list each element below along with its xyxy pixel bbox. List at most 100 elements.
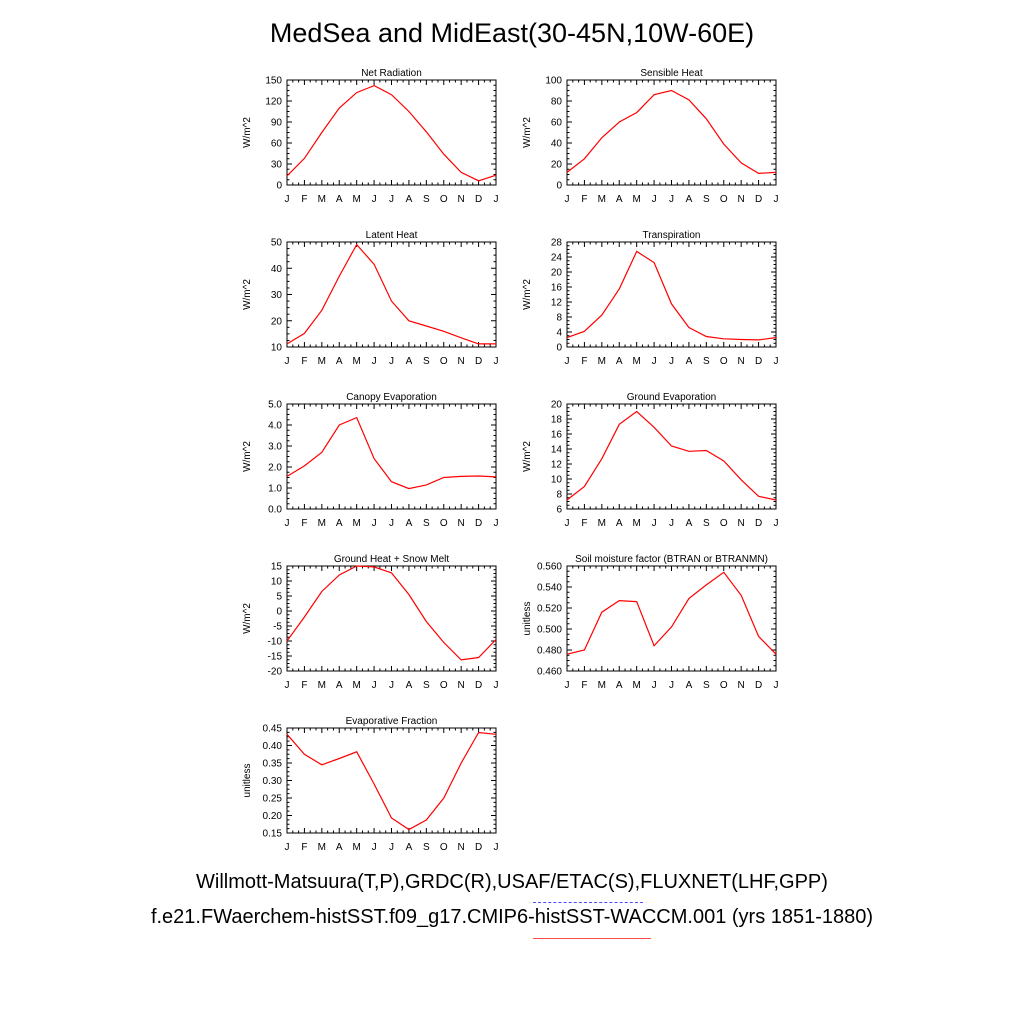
x-tick-label: J [565,518,570,529]
y-tick-label: 20 [271,316,283,327]
x-tick-label: M [632,518,640,529]
x-tick-label: S [423,680,430,691]
x-tick-label: N [458,356,465,367]
x-tick-label: M [632,680,640,691]
x-tick-label: J [494,518,499,529]
y-tick-label: 20 [551,268,563,279]
x-tick-label: D [475,842,482,853]
x-tick-label: O [440,356,448,367]
panel-8: Soil moisture factor (BTRAN or BTRANMN) J… [522,554,779,691]
panel-title: Ground Evaporation [627,392,717,403]
x-tick-label: J [285,680,290,691]
x-tick-label: A [406,194,413,205]
panel-title: Latent Heat [366,230,418,241]
y-tick-label: 0.460 [537,667,562,678]
y-tick-label: 0.20 [263,811,283,822]
x-tick-label: N [458,194,465,205]
y-tick-label: 0.40 [263,741,283,752]
x-tick-label: D [475,194,482,205]
panel-title: Net Radiation [361,68,422,79]
plot-frame [566,79,777,186]
x-tick-label: M [598,680,606,691]
y-tick-label: 4 [556,328,562,339]
y-axis-label: W/m^2 [242,117,253,148]
series-line [286,243,496,345]
x-tick-label: O [440,842,448,853]
x-tick-label: O [440,194,448,205]
y-tick-label: 40 [551,139,563,150]
x-tick-label: J [774,680,779,691]
y-tick-label: 100 [545,76,562,87]
y-tick-label: 120 [265,97,282,108]
x-tick-label: J [372,194,377,205]
x-tick-label: D [755,356,762,367]
x-tick-label: J [652,194,657,205]
y-tick-label: 12 [551,298,563,309]
x-tick-label: J [389,356,394,367]
series-line [286,84,497,182]
y-axis-label: unitless [242,764,253,798]
x-tick-label: A [406,680,413,691]
x-tick-label: M [352,356,360,367]
y-tick-label: 60 [551,118,563,129]
x-tick-label: N [458,680,465,691]
x-tick-label: J [494,356,499,367]
x-tick-label: A [406,356,413,367]
x-tick-label: A [616,356,623,367]
panel-title: Evaporative Fraction [346,716,438,727]
series-line [286,416,497,490]
x-tick-label: M [598,518,606,529]
x-tick-label: N [738,518,745,529]
panel-title: Transpiration [643,230,701,241]
x-tick-label: M [318,680,326,691]
series-line [286,565,497,661]
legend-obs-dashed-swatch [533,902,643,903]
x-tick-label: A [616,518,623,529]
x-tick-label: J [389,518,394,529]
y-tick-label: 0 [276,181,282,192]
series-line [286,731,497,831]
x-tick-label: M [352,518,360,529]
x-tick-label: O [720,356,728,367]
x-tick-label: F [581,680,587,691]
y-axis-label: W/m^2 [522,117,533,148]
y-tick-label: 2.0 [268,463,282,474]
x-tick-label: F [301,194,307,205]
series-line [566,410,777,501]
y-tick-label: 12 [551,460,563,471]
y-tick-label: 20 [551,160,563,171]
x-tick-label: M [598,356,606,367]
x-tick-label: J [669,680,674,691]
x-tick-label: J [372,518,377,529]
x-tick-label: D [475,356,482,367]
panel-title: Canopy Evaporation [346,392,437,403]
y-tick-label: 10 [271,577,283,588]
x-tick-label: A [336,356,343,367]
x-tick-label: J [285,518,290,529]
x-tick-label: J [494,194,499,205]
y-tick-label: 8 [556,490,562,501]
x-tick-label: J [565,356,570,367]
y-tick-label: -20 [268,667,283,678]
y-tick-label: 0 [556,181,562,192]
x-tick-label: N [458,518,465,529]
y-tick-label: 0.15 [263,829,283,840]
y-tick-label: 16 [551,430,563,441]
x-tick-label: J [389,842,394,853]
x-tick-label: J [372,842,377,853]
y-tick-label: 50 [271,238,283,249]
y-tick-label: 0.25 [263,794,283,805]
x-tick-label: F [301,842,307,853]
x-tick-label: N [458,842,465,853]
x-tick-label: A [406,842,413,853]
y-tick-label: 24 [551,253,563,264]
x-tick-label: O [440,680,448,691]
y-axis-label: W/m^2 [242,279,253,310]
x-tick-label: S [703,356,710,367]
plot-frame [286,241,497,348]
